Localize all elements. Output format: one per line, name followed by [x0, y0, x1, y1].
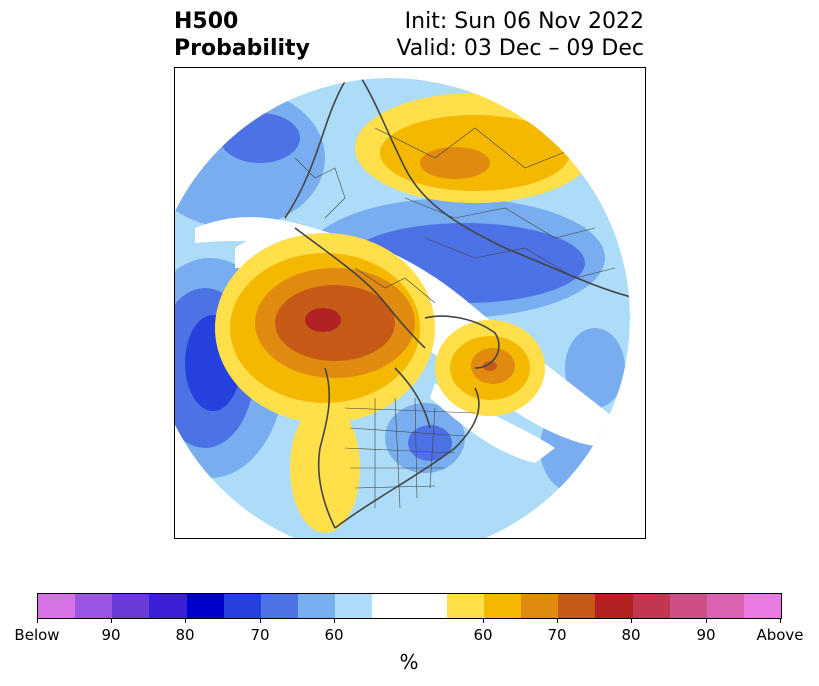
colorbar-cell	[149, 594, 187, 618]
colorbar-tick-label: Below	[14, 626, 60, 644]
colorbar-tick	[557, 618, 558, 623]
title-product: Probability	[174, 36, 310, 61]
colorbar-cell	[335, 594, 373, 618]
colorbar-cell	[260, 594, 299, 618]
colorbar-cell	[372, 594, 410, 618]
colorbar-cell	[632, 594, 670, 618]
colorbar-cell	[75, 594, 113, 618]
colorbar-cell	[446, 594, 484, 618]
colorbar-tick-label: Above	[756, 626, 804, 644]
colorbar-tick	[706, 618, 707, 623]
map-canvas	[175, 78, 630, 538]
colorbar-tick	[111, 618, 112, 623]
colorbar-tick-label: 70	[547, 626, 567, 644]
colorbar-tick-label: 90	[696, 626, 716, 644]
colorbar-cell	[669, 594, 707, 618]
colorbar-cell	[595, 594, 633, 618]
colorbar-unit-label: %	[399, 650, 419, 674]
colorbar-cell	[38, 594, 76, 618]
init-date: Init: Sun 06 Nov 2022	[404, 9, 644, 34]
valid-range: Valid: 03 Dec – 09 Dec	[396, 36, 644, 61]
colorbar-tick-label: 60	[473, 626, 493, 644]
colorbar-cell	[743, 594, 782, 618]
probability-map	[174, 67, 646, 539]
colorbar-tick	[334, 618, 335, 623]
colorbar-cell	[298, 594, 336, 618]
colorbar-tick-label: 90	[101, 626, 121, 644]
colorbar-tick	[260, 618, 261, 623]
title-variable: H500	[174, 9, 239, 34]
colorbar-tick-label: 60	[324, 626, 344, 644]
colorbar-cell	[558, 594, 596, 618]
colorbar-cell	[112, 594, 150, 618]
colorbar-cell	[706, 594, 744, 618]
above-normal-anomalies	[215, 93, 595, 533]
colorbar-cell	[186, 594, 224, 618]
colorbar-tick	[631, 618, 632, 623]
colorbar-tick-label: 80	[621, 626, 641, 644]
colorbar-cell	[223, 594, 261, 618]
colorbar	[37, 593, 782, 619]
colorbar-tick-label: 80	[175, 626, 195, 644]
colorbar-tick	[37, 618, 38, 623]
colorbar-cell	[521, 594, 559, 618]
map-subtitle: Init: Sun 06 Nov 2022 Valid: 03 Dec – 09…	[396, 8, 644, 62]
colorbar-tick	[483, 618, 484, 623]
colorbar-tick-label: 70	[250, 626, 270, 644]
colorbar-cell	[483, 594, 522, 618]
colorbar-tick	[780, 618, 781, 623]
colorbar-cell	[409, 594, 447, 618]
colorbar-tick	[185, 618, 186, 623]
map-title: H500 Probability	[174, 8, 310, 62]
